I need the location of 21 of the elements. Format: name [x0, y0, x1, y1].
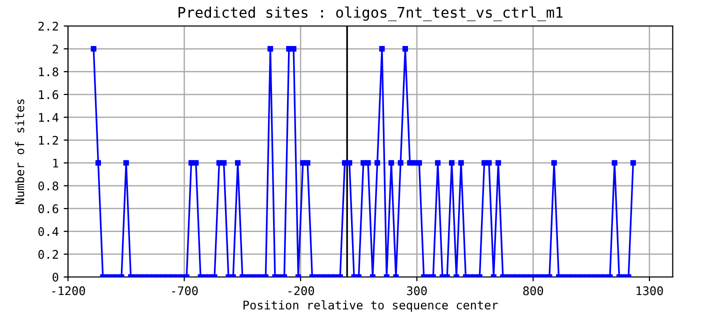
y-tick-label: 0.2	[38, 250, 58, 259]
x-axis-title: Position relative to sequence center	[244, 300, 498, 312]
chart-title: Predicted sites : oligos_7nt_test_vs_ctrl_m1	[178, 6, 563, 22]
y-tick-label: 1	[53, 158, 58, 168]
y-tick-label: 1.2	[39, 136, 58, 145]
y-tick-label: 0	[52, 272, 58, 282]
x-tick-label: -200	[288, 286, 314, 296]
y-tick-label: 0.8	[38, 181, 58, 190]
y-tick-label: 1.6	[39, 90, 58, 100]
x-tick-label: -1200	[52, 286, 86, 296]
y-tick-label: 0.6	[38, 204, 58, 214]
y-tick-label: 2	[52, 44, 58, 54]
x-tick-label: 1300	[636, 286, 663, 296]
y-tick-label: 1.4	[39, 113, 58, 122]
x-tick-label: 300	[406, 286, 427, 296]
x-tick-label: 800	[523, 286, 544, 296]
y-tick-label: 0.4	[38, 227, 58, 236]
y-tick-label: 2.2	[38, 22, 58, 31]
x-tick-label: -700	[172, 286, 198, 296]
y-tick-label: 1.8	[39, 67, 58, 76]
y-axis-title: Number of sites	[15, 99, 24, 204]
